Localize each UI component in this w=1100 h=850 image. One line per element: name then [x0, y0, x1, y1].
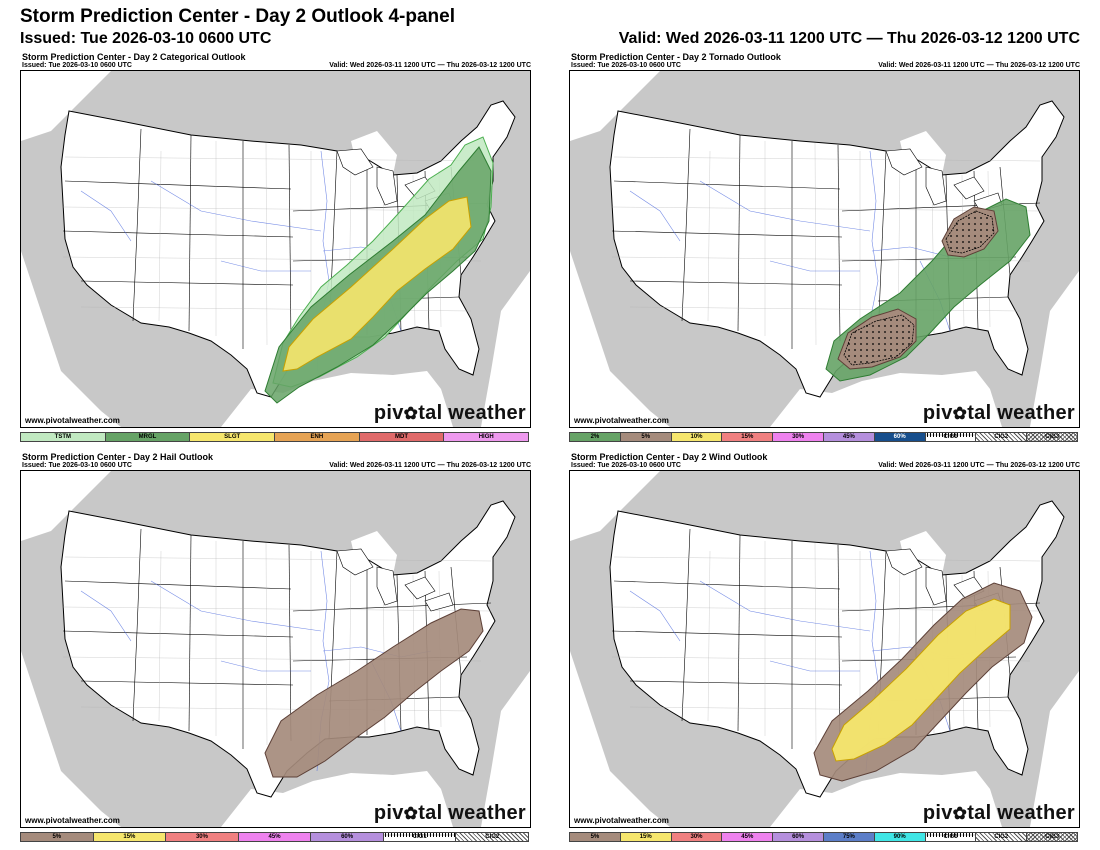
- hail-5pct-area: [264, 608, 484, 778]
- legend-item: 30%: [671, 833, 723, 841]
- legend-item: CIG2: [456, 833, 529, 841]
- panel-categorical: Storm Prediction Center - Day 2 Categori…: [20, 52, 531, 444]
- outlook-map[interactable]: www.pivotalweather.com piv✿tal weather: [569, 70, 1080, 428]
- brand-logo: piv✿tal weather: [922, 802, 1075, 824]
- panel-title: Storm Prediction Center - Day 2 Categori…: [22, 52, 246, 62]
- panel-issued: Issued: Tue 2026-03-10 0600 UTC: [571, 62, 681, 69]
- legend-item: ENH: [275, 433, 360, 441]
- brand-logo: piv✿tal weather: [922, 402, 1075, 424]
- brand-logo: piv✿tal weather: [373, 802, 526, 824]
- legend-item: CIG1: [383, 833, 457, 841]
- panel-valid: Valid: Wed 2026-03-11 1200 UTC — Thu 202…: [329, 462, 531, 469]
- legend-item: 5%: [570, 833, 621, 841]
- panel-title: Storm Prediction Center - Day 2 Wind Out…: [571, 452, 768, 462]
- legend-bar: 5% 15% 30% 45% 60% 75% 90% CIG1 CIG2 CIG3: [569, 832, 1078, 842]
- site-url: www.pivotalweather.com: [574, 816, 669, 825]
- legend-item: CIG1: [925, 433, 977, 441]
- legend-item: 30%: [166, 833, 239, 841]
- legend-item: CIG2: [976, 433, 1028, 441]
- outlook-map[interactable]: www.pivotalweather.com piv✿tal weather: [569, 470, 1080, 828]
- panel-valid: Valid: Wed 2026-03-11 1200 UTC — Thu 202…: [329, 62, 531, 69]
- legend-item: 5%: [21, 833, 94, 841]
- legend-item: CIG3: [1027, 433, 1077, 441]
- site-url: www.pivotalweather.com: [25, 416, 120, 425]
- site-url: www.pivotalweather.com: [25, 816, 120, 825]
- legend-item: MDT: [359, 433, 445, 441]
- legend-item: 60%: [311, 833, 384, 841]
- panel-valid: Valid: Wed 2026-03-11 1200 UTC — Thu 202…: [878, 462, 1080, 469]
- legend-item: 90%: [874, 833, 926, 841]
- panel-title: Storm Prediction Center - Day 2 Hail Out…: [22, 452, 214, 462]
- legend-bar: 2% 5% 10% 15% 30% 45% 60% CIG1 CIG2 CIG3: [569, 432, 1078, 442]
- gear-icon: ✿: [403, 804, 419, 823]
- gear-icon: ✿: [952, 804, 968, 823]
- legend-item: 15%: [722, 433, 774, 441]
- page-title: Storm Prediction Center - Day 2 Outlook …: [20, 6, 455, 27]
- panel-issued: Issued: Tue 2026-03-10 0600 UTC: [571, 462, 681, 469]
- panel-wind: Storm Prediction Center - Day 2 Wind Out…: [569, 452, 1080, 844]
- panel-issued: Issued: Tue 2026-03-10 0600 UTC: [22, 462, 132, 469]
- gear-icon: ✿: [952, 404, 968, 423]
- legend-item: MRGL: [105, 433, 191, 441]
- site-url: www.pivotalweather.com: [574, 416, 669, 425]
- legend-item: 45%: [238, 833, 312, 841]
- outlook-map[interactable]: www.pivotalweather.com piv✿tal weather: [20, 470, 531, 828]
- legend-bar: 5% 15% 30% 45% 60% CIG1 CIG2: [20, 832, 529, 842]
- legend-item: HIGH: [444, 433, 529, 441]
- legend-item: CIG2: [976, 833, 1028, 841]
- legend-item: CIG3: [1027, 833, 1077, 841]
- legend-item: 30%: [773, 433, 824, 441]
- legend-item: 75%: [823, 833, 875, 841]
- panel-title: Storm Prediction Center - Day 2 Tornado …: [571, 52, 781, 62]
- issued-time: Issued: Tue 2026-03-10 0600 UTC: [20, 30, 272, 47]
- valid-time: Valid: Wed 2026-03-11 1200 UTC — Thu 202…: [618, 30, 1080, 47]
- gear-icon: ✿: [403, 404, 419, 423]
- legend-item: CIG1: [925, 833, 977, 841]
- legend-item: TSTM: [21, 433, 106, 441]
- panel-issued: Issued: Tue 2026-03-10 0600 UTC: [22, 62, 132, 69]
- slgt-area: [282, 196, 472, 372]
- wind-15pct-area: [831, 598, 1011, 762]
- outlook-map[interactable]: www.pivotalweather.com piv✿tal weather: [20, 70, 531, 428]
- legend-item: 10%: [671, 433, 723, 441]
- legend-item: 45%: [722, 833, 774, 841]
- legend-bar: TSTM MRGL SLGT ENH MDT HIGH: [20, 432, 529, 442]
- brand-logo: piv✿tal weather: [373, 402, 526, 424]
- legend-item: 2%: [570, 433, 621, 441]
- legend-item: 60%: [874, 433, 926, 441]
- legend-item: SLGT: [190, 433, 276, 441]
- legend-item: 5%: [620, 433, 672, 441]
- legend-item: 15%: [620, 833, 672, 841]
- legend-item: 45%: [823, 433, 875, 441]
- panel-valid: Valid: Wed 2026-03-11 1200 UTC — Thu 202…: [878, 62, 1080, 69]
- panel-tornado: Storm Prediction Center - Day 2 Tornado …: [569, 52, 1080, 444]
- legend-item: 15%: [93, 833, 167, 841]
- panel-hail: Storm Prediction Center - Day 2 Hail Out…: [20, 452, 531, 844]
- legend-item: 60%: [773, 833, 824, 841]
